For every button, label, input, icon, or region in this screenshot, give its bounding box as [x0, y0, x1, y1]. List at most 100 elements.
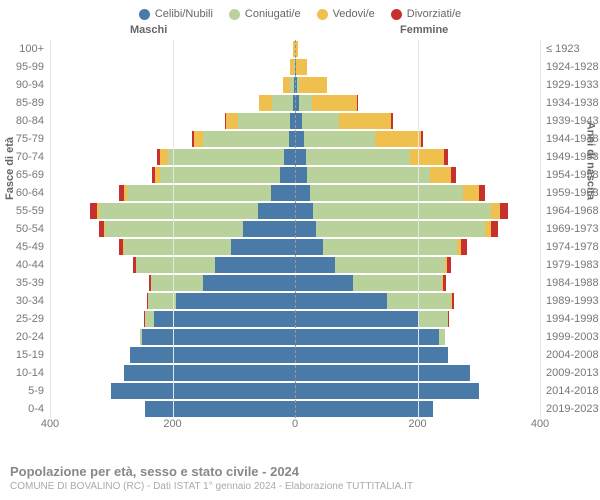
bar-male	[111, 383, 295, 399]
bar-segment	[491, 221, 498, 237]
bar-female	[295, 77, 327, 93]
chart-footer: Popolazione per età, sesso e stato civil…	[10, 464, 590, 492]
bar-female	[295, 401, 433, 417]
age-label: 95-99	[16, 61, 50, 73]
gridline	[418, 40, 419, 418]
age-label: 15-19	[16, 349, 50, 361]
bar-segment	[259, 95, 271, 111]
birth-year-label: 1964-1968	[540, 205, 599, 217]
bar-segment	[295, 311, 418, 327]
bar-female	[295, 221, 498, 237]
bar-male	[192, 131, 295, 147]
gridline	[173, 40, 174, 418]
age-label: 10-14	[16, 367, 50, 379]
x-tick-label: 400	[531, 418, 549, 430]
legend-label: Vedovi/e	[333, 8, 375, 20]
gridline	[540, 40, 541, 418]
legend-item: Divorziati/e	[391, 8, 461, 20]
bar-female	[295, 257, 451, 273]
bar-segment	[452, 293, 454, 309]
bar-segment	[295, 383, 479, 399]
bar-male	[124, 365, 296, 381]
bar-segment	[295, 347, 448, 363]
x-tick-label: 200	[163, 418, 181, 430]
legend-label: Divorziati/e	[407, 8, 461, 20]
bar-segment	[491, 203, 500, 219]
bar-segment	[391, 113, 393, 129]
chart-source: COMUNE DI BOVALINO (RC) - Dati ISTAT 1° …	[10, 481, 590, 492]
bar-female	[295, 131, 423, 147]
bar-female	[295, 329, 445, 345]
age-label: 80-84	[16, 115, 50, 127]
bar-segment	[461, 239, 467, 255]
bar-male	[119, 185, 295, 201]
bar-segment	[154, 311, 295, 327]
bar-female	[295, 95, 358, 111]
bar-segment	[295, 365, 470, 381]
bar-segment	[357, 95, 358, 111]
age-label: 25-29	[16, 313, 50, 325]
bar-segment	[500, 203, 507, 219]
bar-segment	[226, 113, 238, 129]
legend-item: Coniugati/e	[229, 8, 301, 20]
bar-female	[295, 203, 508, 219]
birth-year-label: 1959-1963	[540, 187, 599, 199]
bar-segment	[421, 131, 423, 147]
bar-male	[90, 203, 295, 219]
bar-female	[295, 239, 467, 255]
birth-year-label: 2009-2013	[540, 367, 599, 379]
bar-segment	[447, 257, 451, 273]
bar-segment	[353, 275, 442, 291]
bar-female	[295, 311, 449, 327]
bar-segment	[127, 185, 271, 201]
legend-label: Coniugati/e	[245, 8, 301, 20]
legend-item: Vedovi/e	[317, 8, 375, 20]
legend-item: Celibi/Nubili	[139, 8, 213, 20]
bar-female	[295, 149, 448, 165]
bar-segment	[307, 167, 430, 183]
birth-year-label: 1979-1983	[540, 259, 599, 271]
bar-segment	[160, 149, 167, 165]
bar-segment	[295, 401, 433, 417]
bar-female	[295, 185, 485, 201]
birth-year-label: 1989-1993	[540, 295, 599, 307]
bar-segment	[335, 257, 445, 273]
age-label: 85-89	[16, 97, 50, 109]
age-label: 55-59	[16, 205, 50, 217]
birth-year-label: 1994-1998	[540, 313, 599, 325]
birth-year-label: 1954-1958	[540, 169, 599, 181]
bar-segment	[284, 149, 295, 165]
bar-female	[295, 167, 456, 183]
y-axis-left-label: Fasce di età	[4, 137, 16, 200]
birth-year-label: 1984-1988	[540, 277, 599, 289]
bar-segment	[145, 311, 154, 327]
bar-female	[295, 293, 454, 309]
age-label: 65-69	[16, 169, 50, 181]
x-axis: 4002000200400	[50, 418, 540, 432]
x-tick-label: 200	[408, 418, 426, 430]
bar-male	[147, 293, 295, 309]
bar-segment	[295, 167, 307, 183]
bar-female	[295, 347, 448, 363]
bar-segment	[243, 221, 295, 237]
birth-year-label: 1934-1938	[540, 97, 599, 109]
birth-year-label: 1969-1973	[540, 223, 599, 235]
bar-segment	[280, 167, 295, 183]
bar-segment	[258, 203, 295, 219]
bar-segment	[304, 131, 374, 147]
birth-year-label: 1939-1943	[540, 115, 599, 127]
bar-male	[157, 149, 295, 165]
birth-year-label: 2014-2018	[540, 385, 599, 397]
bar-female	[295, 365, 470, 381]
bar-segment	[271, 185, 296, 201]
bar-segment	[203, 275, 295, 291]
age-label: 90-94	[16, 79, 50, 91]
bar-segment	[136, 257, 216, 273]
bar-segment	[430, 167, 451, 183]
bar-female	[295, 275, 446, 291]
bar-segment	[316, 221, 484, 237]
bar-segment	[387, 293, 451, 309]
bar-segment	[339, 113, 391, 129]
bar-segment	[99, 203, 258, 219]
age-label: 40-44	[16, 259, 50, 271]
